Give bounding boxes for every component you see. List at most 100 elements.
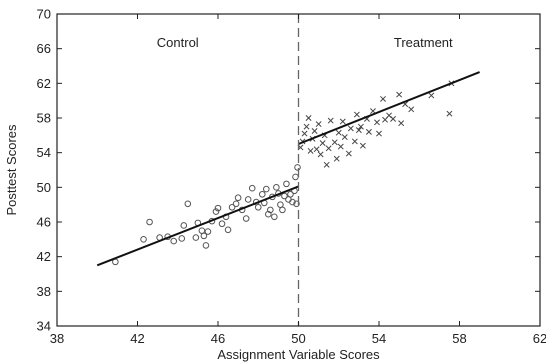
treatment-point (396, 91, 403, 98)
treatment-point-stroke (313, 146, 320, 153)
treatment-point (398, 120, 405, 127)
treatment-point (325, 145, 332, 152)
control-point (140, 236, 147, 243)
y-tick-label: 62 (37, 76, 51, 91)
treatment-point (307, 147, 314, 154)
treatment-point-stroke (301, 130, 308, 137)
treatment-point-stroke (374, 119, 380, 126)
control-point (232, 200, 240, 208)
axis-ticks (56, 13, 541, 327)
treatment-point-stroke (353, 111, 360, 118)
treatment-point (305, 115, 312, 121)
control-point (200, 232, 208, 240)
x-axis-title: Assignment Variable Scores (217, 347, 380, 362)
treatment-point (376, 130, 382, 137)
control-point (293, 200, 300, 208)
control-point (170, 237, 178, 245)
treatment-point-stroke (317, 151, 324, 158)
control-point (184, 200, 192, 208)
control-point (294, 164, 301, 171)
control-point (178, 235, 186, 242)
treatment-point (357, 123, 364, 130)
treatment-point (365, 128, 372, 135)
treatment-point (319, 140, 326, 147)
treatment-point (351, 138, 358, 145)
control-point (234, 194, 242, 202)
x-tick-label: 58 (452, 331, 466, 346)
y-axis-title: Posttest Scores (4, 124, 19, 216)
treatment-point (359, 142, 366, 149)
annotation-treatment: Treatment (394, 35, 453, 50)
y-tick-label: 70 (37, 7, 51, 22)
y-tick-label: 58 (37, 111, 51, 126)
treatment-point (339, 118, 346, 125)
treatment-point (335, 129, 342, 136)
treatment-point (331, 139, 338, 146)
treatment-point-stroke (351, 138, 358, 145)
treatment-point (374, 119, 380, 126)
control-fit-line (96, 185, 299, 267)
treatment-point-stroke (365, 128, 372, 135)
control-point (283, 180, 290, 188)
control-point (287, 190, 294, 198)
y-tick-label: 50 (37, 180, 51, 195)
y-tick-label: 42 (37, 249, 51, 264)
treatment-point (317, 151, 324, 158)
control-point (204, 228, 212, 235)
treatment-point-stroke (319, 140, 326, 147)
treatment-point (323, 161, 330, 168)
treatment-point (408, 106, 415, 113)
x-tick-label: 46 (211, 331, 225, 346)
control-point (180, 222, 188, 229)
treatment-point (301, 130, 308, 137)
treatment-point (333, 155, 340, 162)
control-point (146, 218, 153, 226)
control-point (267, 206, 274, 214)
treatment-point (347, 125, 354, 132)
y-tick-label: 66 (37, 41, 51, 56)
treatment-fit-line (298, 71, 480, 145)
treatment-point (315, 121, 322, 128)
treatment-point-stroke (347, 125, 354, 132)
treatment-point-stroke (339, 118, 346, 125)
control-point (248, 184, 256, 192)
control-point (263, 185, 270, 193)
treatment-point (311, 128, 318, 134)
treatment-point-stroke (370, 108, 376, 115)
treatment-point-stroke (303, 123, 310, 130)
treatment-point-stroke (335, 129, 342, 136)
control-point (228, 203, 236, 211)
treatment-point (380, 95, 386, 102)
treatment-point (390, 115, 397, 122)
treatment-point-stroke (327, 117, 334, 124)
treatment-point (337, 143, 344, 150)
treatment-point-stroke (333, 155, 340, 162)
treatment-point-stroke (380, 95, 386, 102)
x-tick-label: 54 (372, 331, 386, 346)
treatment-point (327, 117, 334, 124)
treatment-point-stroke (297, 144, 304, 151)
control-point (242, 215, 250, 222)
control-point (281, 192, 288, 200)
y-tick-label: 54 (37, 145, 51, 160)
control-point (273, 184, 280, 191)
treatment-point (446, 110, 453, 117)
control-point (258, 190, 266, 198)
treatment-point-stroke (408, 106, 415, 113)
treatment-point-stroke (396, 91, 403, 98)
control-point (224, 226, 232, 234)
treatment-point-stroke (305, 115, 312, 121)
annotations: Control Treatment (157, 35, 453, 50)
treatment-point-stroke (331, 139, 338, 146)
control-point (254, 203, 262, 211)
fit-lines (96, 71, 480, 267)
control-point (271, 213, 278, 221)
treatment-point-stroke (315, 121, 322, 128)
treatment-point-stroke (390, 115, 397, 122)
x-tick-label: 38 (50, 331, 64, 346)
treatment-point (353, 111, 360, 118)
x-tick-label: 50 (291, 331, 305, 346)
treatment-point (303, 123, 310, 130)
